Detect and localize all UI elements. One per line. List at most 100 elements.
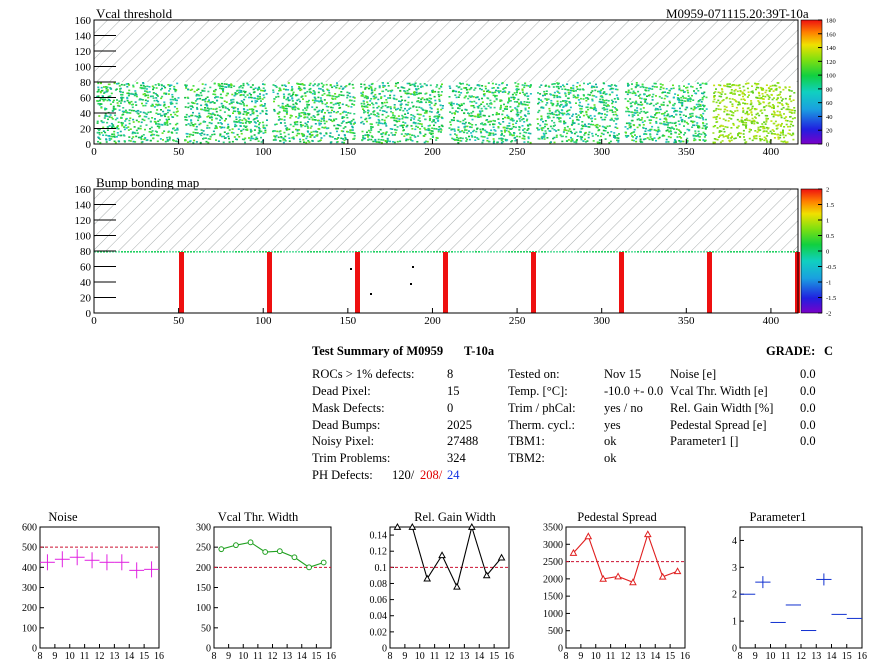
y-tick-label: 0 [382, 644, 387, 655]
data-point [423, 574, 432, 582]
pixel [214, 125, 217, 127]
pixel [694, 139, 697, 141]
pixel [272, 89, 275, 91]
pixel [399, 124, 402, 127]
pixel [330, 106, 333, 109]
pixel [377, 115, 380, 118]
pixel [238, 86, 241, 89]
pixel [478, 85, 481, 87]
pixel [109, 103, 112, 105]
pixel [487, 121, 490, 123]
pixel [265, 124, 268, 127]
pixel [683, 85, 685, 87]
pixel [476, 105, 479, 108]
pixel [683, 121, 686, 123]
pixel [463, 87, 466, 89]
pixel [566, 89, 569, 91]
pixel [158, 125, 161, 128]
pixel [449, 121, 452, 123]
pixel [687, 123, 690, 125]
pixel [374, 93, 377, 96]
pixel [282, 141, 285, 144]
pixel [120, 100, 123, 102]
pixel [110, 138, 113, 140]
pixel [436, 115, 439, 117]
pixel [324, 103, 327, 106]
pixel [320, 120, 323, 122]
pixel [173, 85, 176, 88]
pixel [687, 91, 690, 94]
isolated-pixel [350, 268, 352, 270]
pixel [486, 137, 489, 140]
pixel [393, 94, 396, 97]
pixel [369, 104, 371, 106]
pixel [658, 136, 661, 139]
pixel [115, 88, 118, 90]
pixel [669, 130, 672, 132]
pixel [718, 102, 721, 104]
pixel [692, 124, 695, 126]
pixel [743, 94, 746, 96]
pixel [462, 82, 464, 85]
pixel [344, 86, 347, 88]
pixel [510, 140, 513, 143]
pixel [680, 131, 682, 134]
pixel [304, 116, 307, 118]
pixel [292, 125, 295, 128]
y-tick-label: 3 [732, 563, 737, 574]
pixel [459, 137, 462, 139]
pixel [318, 87, 320, 90]
pixel [713, 138, 716, 140]
pixel [493, 106, 496, 109]
edge-pixel [250, 251, 252, 253]
vcal-threshold-map: 0 50 100 150 200 250 300 350 4000204060801001201… [75, 15, 836, 158]
pixel [755, 86, 758, 89]
edge-pixel [457, 251, 459, 253]
pixel [587, 103, 590, 106]
pixel [516, 89, 519, 92]
edge-pixel [679, 251, 681, 253]
pixel [309, 82, 312, 85]
pixel [163, 113, 166, 115]
pixel [366, 97, 369, 99]
edge-pixel [355, 251, 357, 253]
pixel [129, 128, 132, 130]
pixel [428, 115, 431, 118]
hatched-empty-area [94, 20, 798, 82]
pixel [317, 83, 320, 85]
pixel [539, 124, 542, 127]
pixel [546, 102, 549, 104]
pixel [300, 88, 303, 91]
pixel [616, 134, 619, 137]
pixel [163, 130, 166, 132]
pixel [561, 88, 564, 90]
pixel [625, 122, 628, 125]
pixel [648, 94, 651, 96]
y-tick-label: 1000 [543, 609, 563, 620]
pixel [561, 114, 564, 116]
pixel [281, 102, 284, 105]
pixel [540, 106, 543, 108]
pixel [136, 132, 139, 134]
pixel [436, 112, 439, 114]
pixel [699, 105, 702, 107]
pixel [282, 139, 285, 141]
pixel [685, 141, 688, 143]
edge-pixel [703, 251, 705, 253]
pixel [667, 122, 670, 124]
pixel [257, 98, 260, 100]
pixel [630, 111, 633, 113]
pixel [372, 140, 375, 143]
y-tick-label: 300 [196, 523, 211, 534]
pixel [116, 126, 119, 128]
pixel [418, 92, 421, 94]
pixel [700, 101, 703, 103]
pixel [462, 131, 465, 134]
pixel [142, 82, 145, 84]
pixel [222, 85, 225, 88]
pixel [748, 119, 751, 122]
y-tick-label: 2500 [543, 557, 563, 568]
edge-pixel [790, 251, 792, 253]
pixel [197, 88, 200, 90]
pixel [542, 127, 545, 129]
